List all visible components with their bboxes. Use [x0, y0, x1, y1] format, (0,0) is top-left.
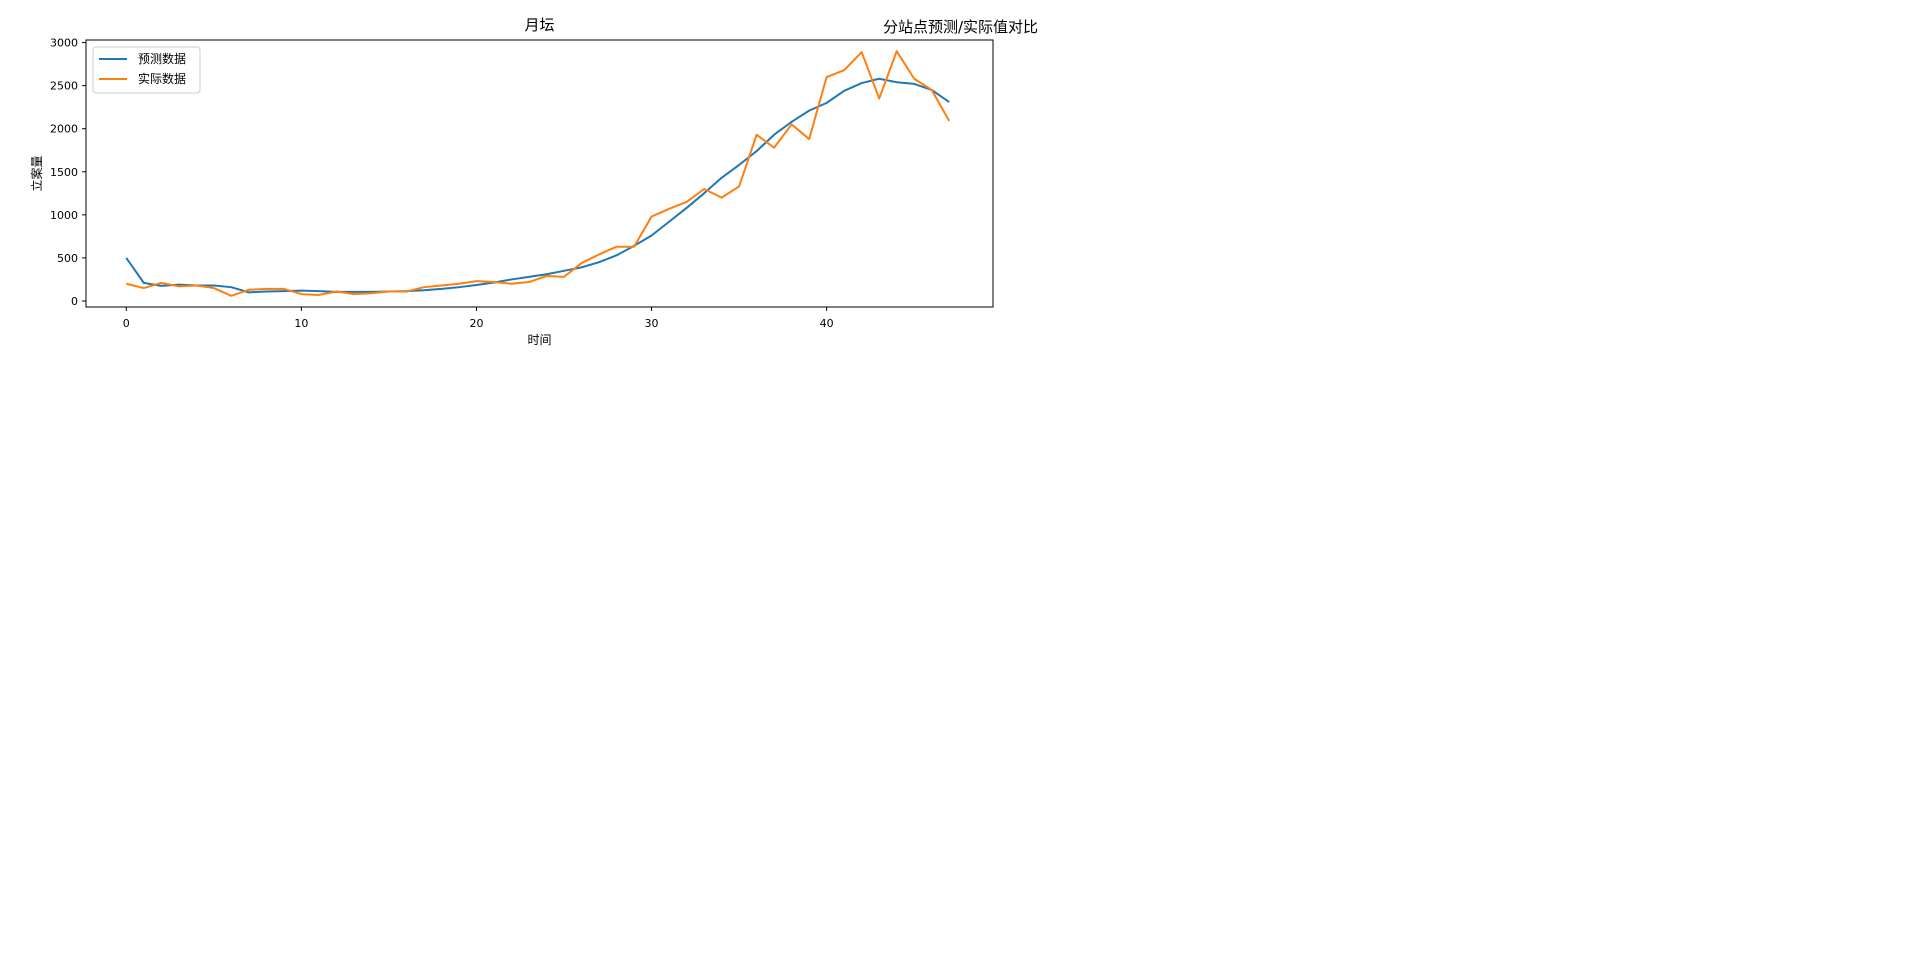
legend-label-0: 预测数据 — [138, 51, 186, 66]
plot-layer — [125, 50, 951, 297]
legend-label-1: 实际数据 — [138, 71, 186, 86]
axis-layer: 0 10 20 30 40 0 500 1000 1500 2000 2500 3000 — [50, 37, 834, 330]
y-tick-label: 3000 — [50, 37, 78, 50]
y-tick-label: 0 — [71, 295, 78, 308]
x-tick-label: 40 — [820, 317, 834, 330]
y-tick-label: 1500 — [50, 166, 78, 179]
y-tick-label: 1000 — [50, 209, 78, 222]
x-tick-label: 0 — [123, 317, 130, 330]
x-tick-label: 20 — [469, 317, 483, 330]
y-axis-label: 立案量 — [29, 155, 44, 191]
x-tick-label: 10 — [294, 317, 308, 330]
y-tick-label: 500 — [57, 252, 78, 265]
plot-frame — [85, 39, 994, 308]
x-tick-label: 30 — [645, 317, 659, 330]
y-tick-label: 2000 — [50, 123, 78, 136]
chart-title: 月坛 — [524, 16, 554, 34]
series-line-1 — [126, 50, 951, 297]
series-line-0 — [125, 77, 950, 294]
figure-suptitle: 分站点预测/实际值对比 — [883, 18, 1039, 36]
x-axis-label: 时间 — [527, 333, 551, 347]
y-tick-label: 2500 — [50, 80, 78, 93]
